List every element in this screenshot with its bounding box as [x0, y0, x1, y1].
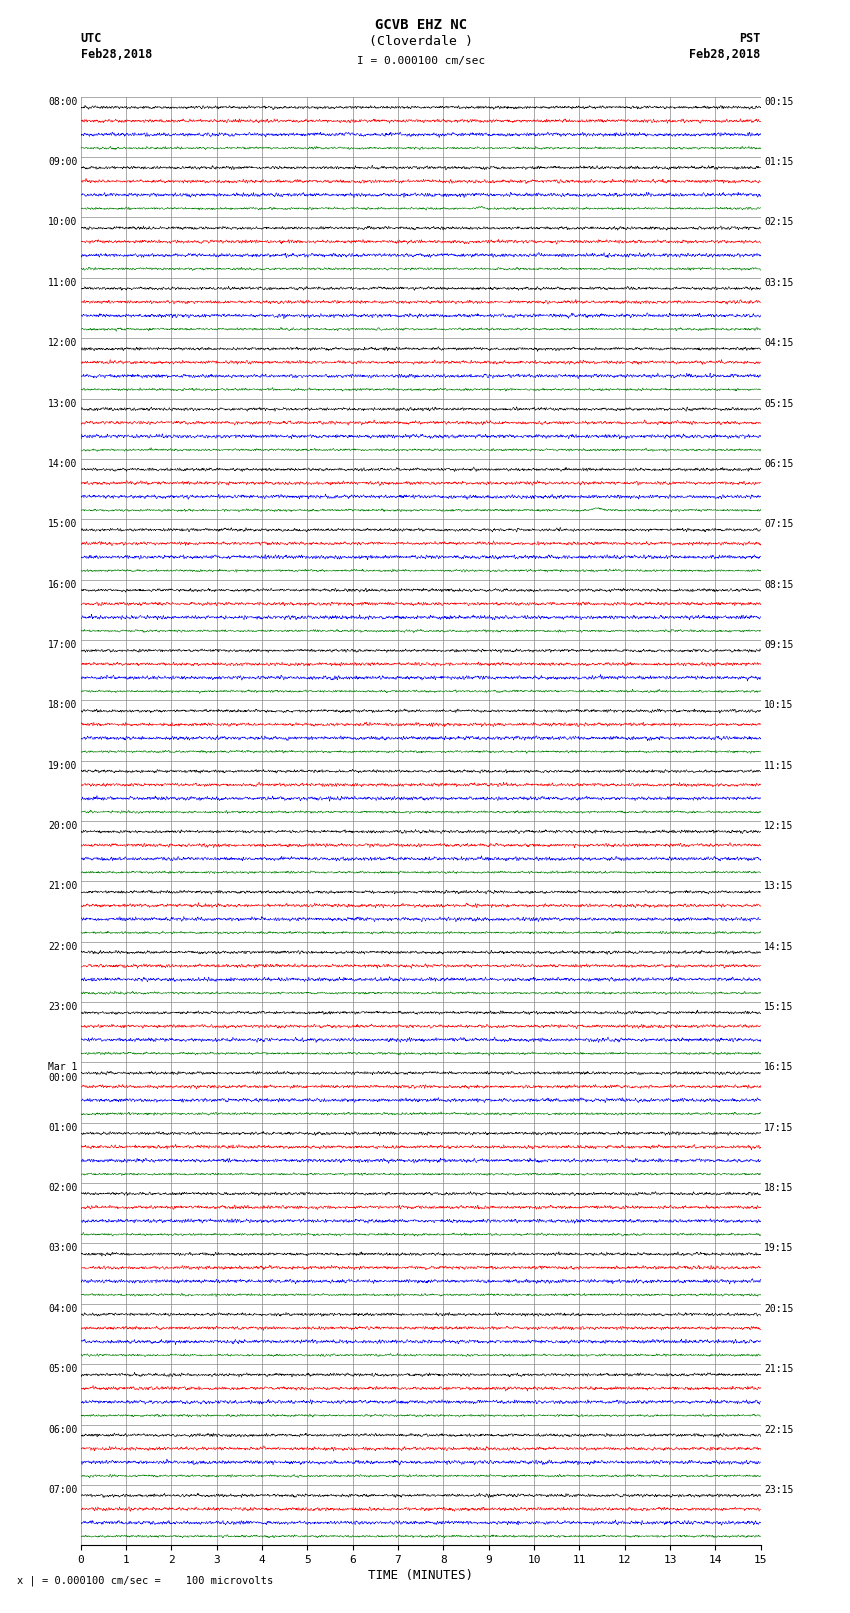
Text: 03:00: 03:00 — [48, 1244, 77, 1253]
Text: 17:00: 17:00 — [48, 640, 77, 650]
Text: 22:15: 22:15 — [764, 1424, 794, 1434]
Text: 05:15: 05:15 — [764, 398, 794, 408]
Text: 10:15: 10:15 — [764, 700, 794, 710]
Text: 13:15: 13:15 — [764, 881, 794, 892]
Text: Feb28,2018: Feb28,2018 — [689, 48, 761, 61]
Text: 23:15: 23:15 — [764, 1486, 794, 1495]
Text: 01:00: 01:00 — [48, 1123, 77, 1132]
Text: 19:15: 19:15 — [764, 1244, 794, 1253]
Text: PST: PST — [740, 32, 761, 45]
Text: 20:15: 20:15 — [764, 1303, 794, 1315]
Text: GCVB EHZ NC: GCVB EHZ NC — [375, 18, 467, 32]
Text: 11:15: 11:15 — [764, 761, 794, 771]
Text: 07:15: 07:15 — [764, 519, 794, 529]
Text: Feb28,2018: Feb28,2018 — [81, 48, 152, 61]
Text: 23:00: 23:00 — [48, 1002, 77, 1011]
Text: 08:00: 08:00 — [48, 97, 77, 106]
Text: 04:00: 04:00 — [48, 1303, 77, 1315]
Text: 14:00: 14:00 — [48, 460, 77, 469]
Text: 02:15: 02:15 — [764, 218, 794, 227]
Text: 09:15: 09:15 — [764, 640, 794, 650]
Text: 03:15: 03:15 — [764, 277, 794, 287]
Text: 01:15: 01:15 — [764, 156, 794, 168]
Text: 09:00: 09:00 — [48, 156, 77, 168]
X-axis label: TIME (MINUTES): TIME (MINUTES) — [368, 1569, 473, 1582]
Text: 02:00: 02:00 — [48, 1184, 77, 1194]
Text: 20:00: 20:00 — [48, 821, 77, 831]
Text: 22:00: 22:00 — [48, 942, 77, 952]
Text: 18:15: 18:15 — [764, 1184, 794, 1194]
Text: 13:00: 13:00 — [48, 398, 77, 408]
Text: 07:00: 07:00 — [48, 1486, 77, 1495]
Text: 12:00: 12:00 — [48, 339, 77, 348]
Text: 17:15: 17:15 — [764, 1123, 794, 1132]
Text: (Cloverdale ): (Cloverdale ) — [369, 35, 473, 48]
Text: 21:00: 21:00 — [48, 881, 77, 892]
Text: 15:15: 15:15 — [764, 1002, 794, 1011]
Text: 18:00: 18:00 — [48, 700, 77, 710]
Text: 00:15: 00:15 — [764, 97, 794, 106]
Text: 05:00: 05:00 — [48, 1365, 77, 1374]
Text: 16:00: 16:00 — [48, 579, 77, 590]
Text: UTC: UTC — [81, 32, 102, 45]
Text: 12:15: 12:15 — [764, 821, 794, 831]
Text: 10:00: 10:00 — [48, 218, 77, 227]
Text: 08:15: 08:15 — [764, 579, 794, 590]
Text: 06:15: 06:15 — [764, 460, 794, 469]
Text: 06:00: 06:00 — [48, 1424, 77, 1434]
Text: 11:00: 11:00 — [48, 277, 77, 287]
Text: x | = 0.000100 cm/sec =    100 microvolts: x | = 0.000100 cm/sec = 100 microvolts — [17, 1576, 273, 1586]
Text: 16:15: 16:15 — [764, 1063, 794, 1073]
Text: 19:00: 19:00 — [48, 761, 77, 771]
Text: 04:15: 04:15 — [764, 339, 794, 348]
Text: 21:15: 21:15 — [764, 1365, 794, 1374]
Text: Mar 1
00:00: Mar 1 00:00 — [48, 1063, 77, 1084]
Text: 15:00: 15:00 — [48, 519, 77, 529]
Text: 14:15: 14:15 — [764, 942, 794, 952]
Text: I = 0.000100 cm/sec: I = 0.000100 cm/sec — [357, 56, 484, 66]
